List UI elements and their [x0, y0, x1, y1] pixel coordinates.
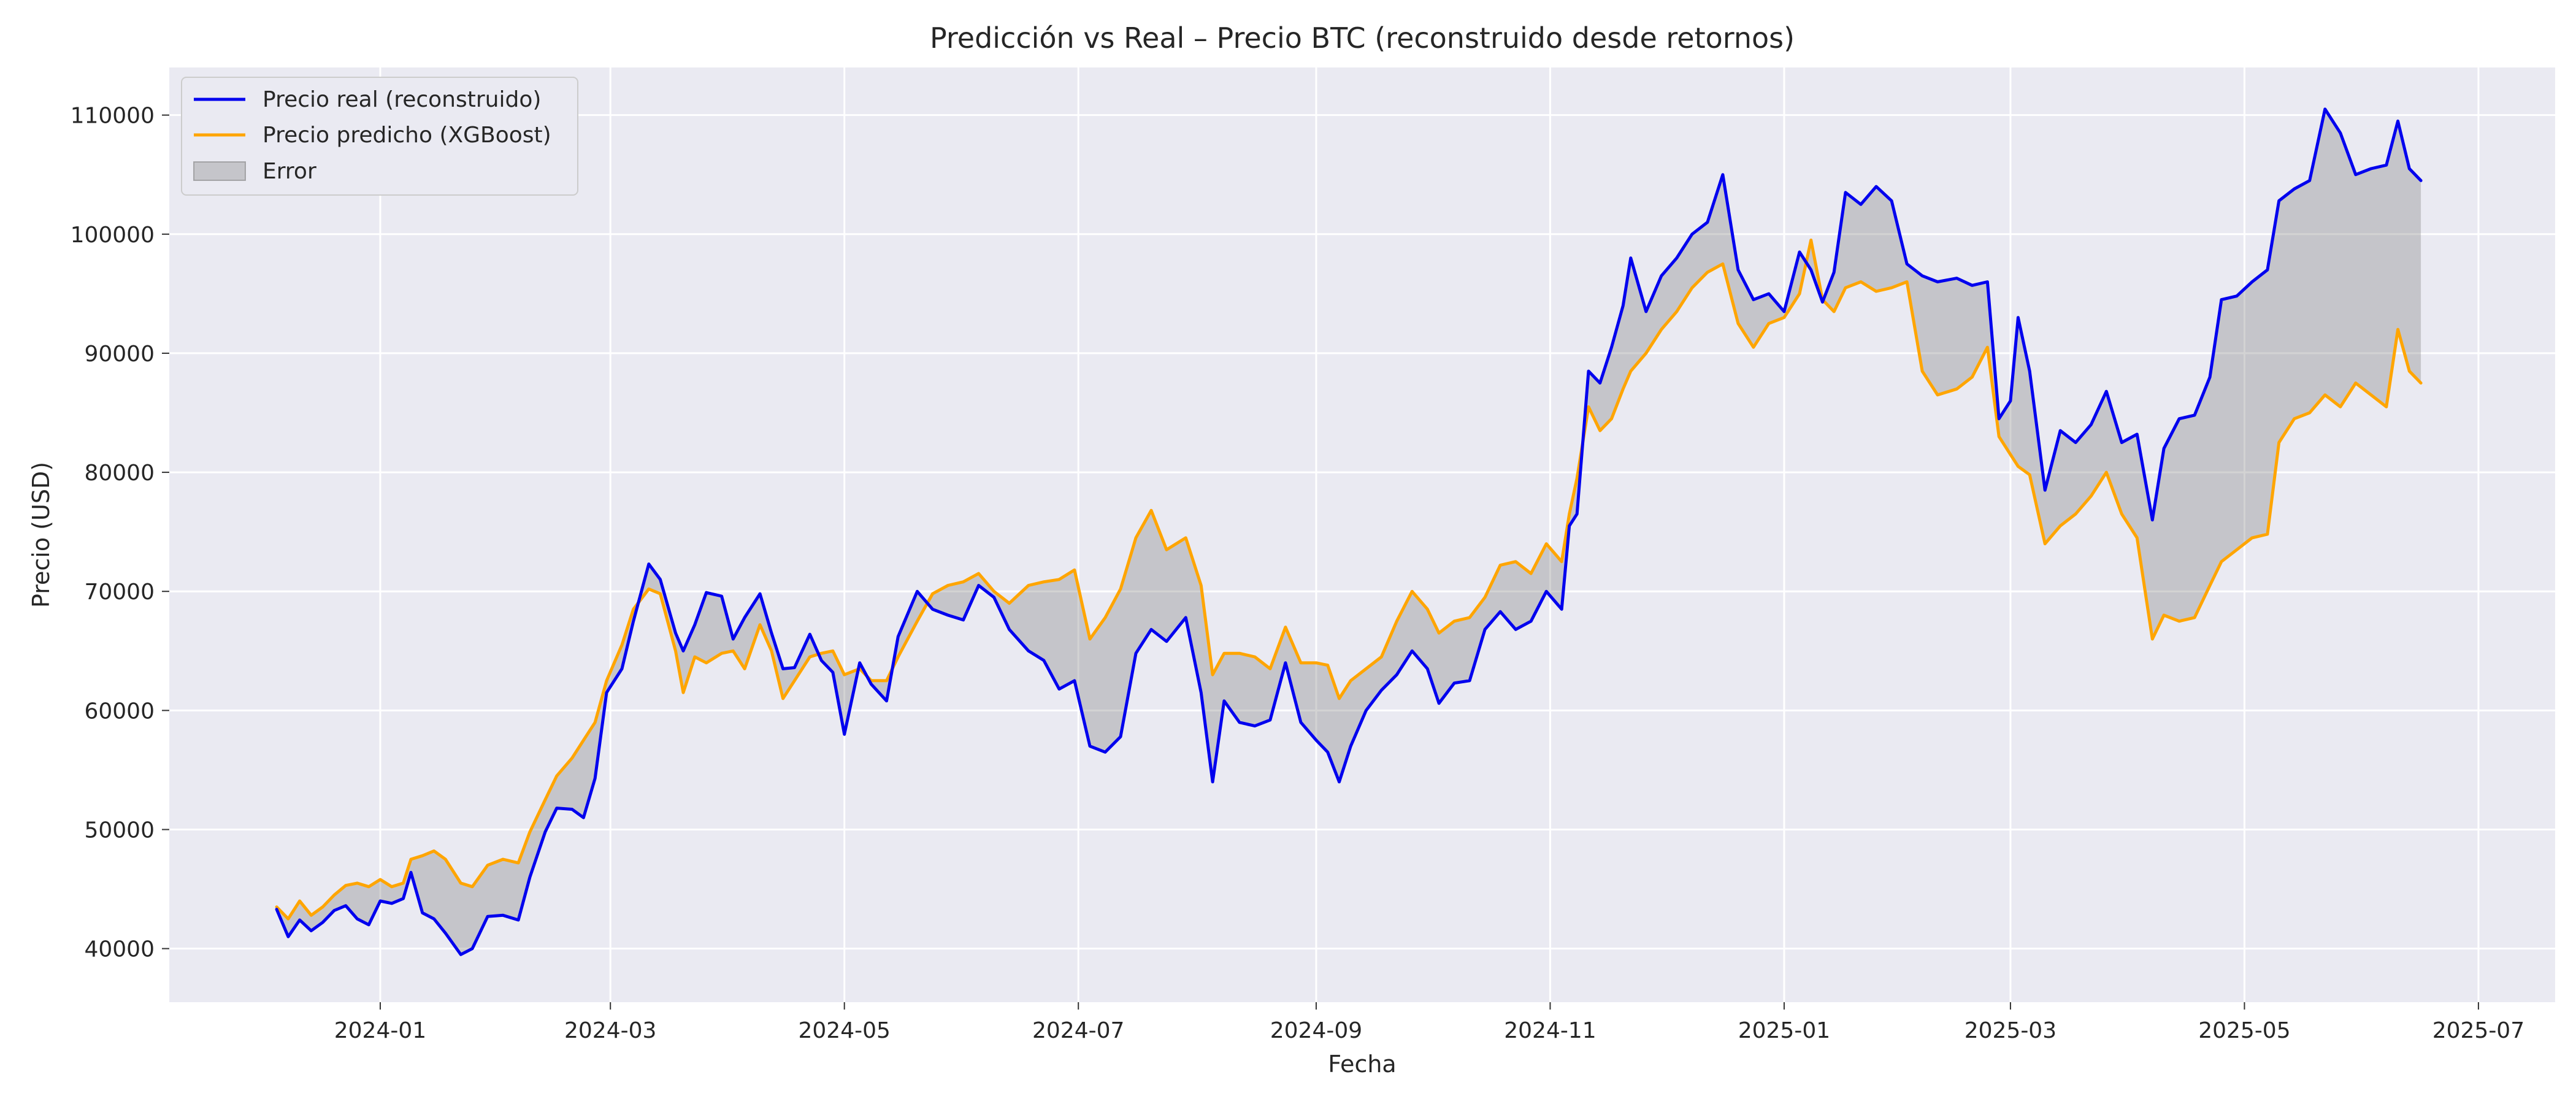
legend: Precio real (reconstruido) Precio predic…	[181, 77, 578, 196]
y-tick-label: 60000	[84, 699, 155, 724]
x-tick-label: 2025-07	[2432, 1018, 2524, 1043]
x-tick-label: 2025-01	[1738, 1018, 1830, 1043]
y-tick-label: 50000	[84, 818, 155, 843]
series-line-predicted	[275, 239, 2423, 921]
x-tick-label: 2025-05	[2198, 1018, 2290, 1043]
y-axis-ticks: 40000 50000 60000 70000 80000 90000 100000 1100…	[71, 104, 169, 962]
y-tick-label: 90000	[84, 342, 155, 367]
y-tick-label: 110000	[71, 104, 155, 129]
x-tick-label: 2024-05	[798, 1018, 890, 1043]
legend-error-swatch	[193, 161, 246, 181]
y-axis-label: Precio (USD)	[28, 462, 55, 608]
x-tick-label: 2025-03	[1965, 1018, 2057, 1043]
x-tick-label: 2024-09	[1270, 1018, 1362, 1043]
x-tick-label: 2024-01	[334, 1018, 426, 1043]
y-tick-label: 100000	[71, 223, 155, 248]
error-band-layer	[277, 109, 2421, 955]
chart-title: Predicción vs Real – Precio BTC (reconst…	[930, 21, 1795, 55]
y-tick-label: 80000	[84, 461, 155, 486]
x-axis-label: Fecha	[1328, 1051, 1396, 1078]
error-band	[277, 109, 2421, 955]
y-tick-label: 70000	[84, 580, 155, 605]
grid	[169, 67, 2555, 1002]
series-line-real	[275, 107, 2423, 956]
plot-area	[169, 67, 2555, 1002]
legend-real-label: Precio real (reconstruido)	[263, 87, 541, 112]
x-tick-label: 2024-03	[564, 1018, 656, 1043]
x-tick-label: 2024-11	[1504, 1018, 1596, 1043]
series-layer	[275, 107, 2423, 956]
x-axis-ticks: 2024-01 2024-03 2024-05 2024-07 2024-09 2024-…	[334, 1002, 2524, 1043]
legend-predicted-label: Precio predicho (XGBoost)	[263, 123, 551, 148]
x-tick-label: 2024-07	[1032, 1018, 1124, 1043]
y-tick-label: 40000	[84, 937, 155, 962]
legend-error-label: Error	[263, 159, 316, 184]
legend-box	[181, 77, 578, 196]
